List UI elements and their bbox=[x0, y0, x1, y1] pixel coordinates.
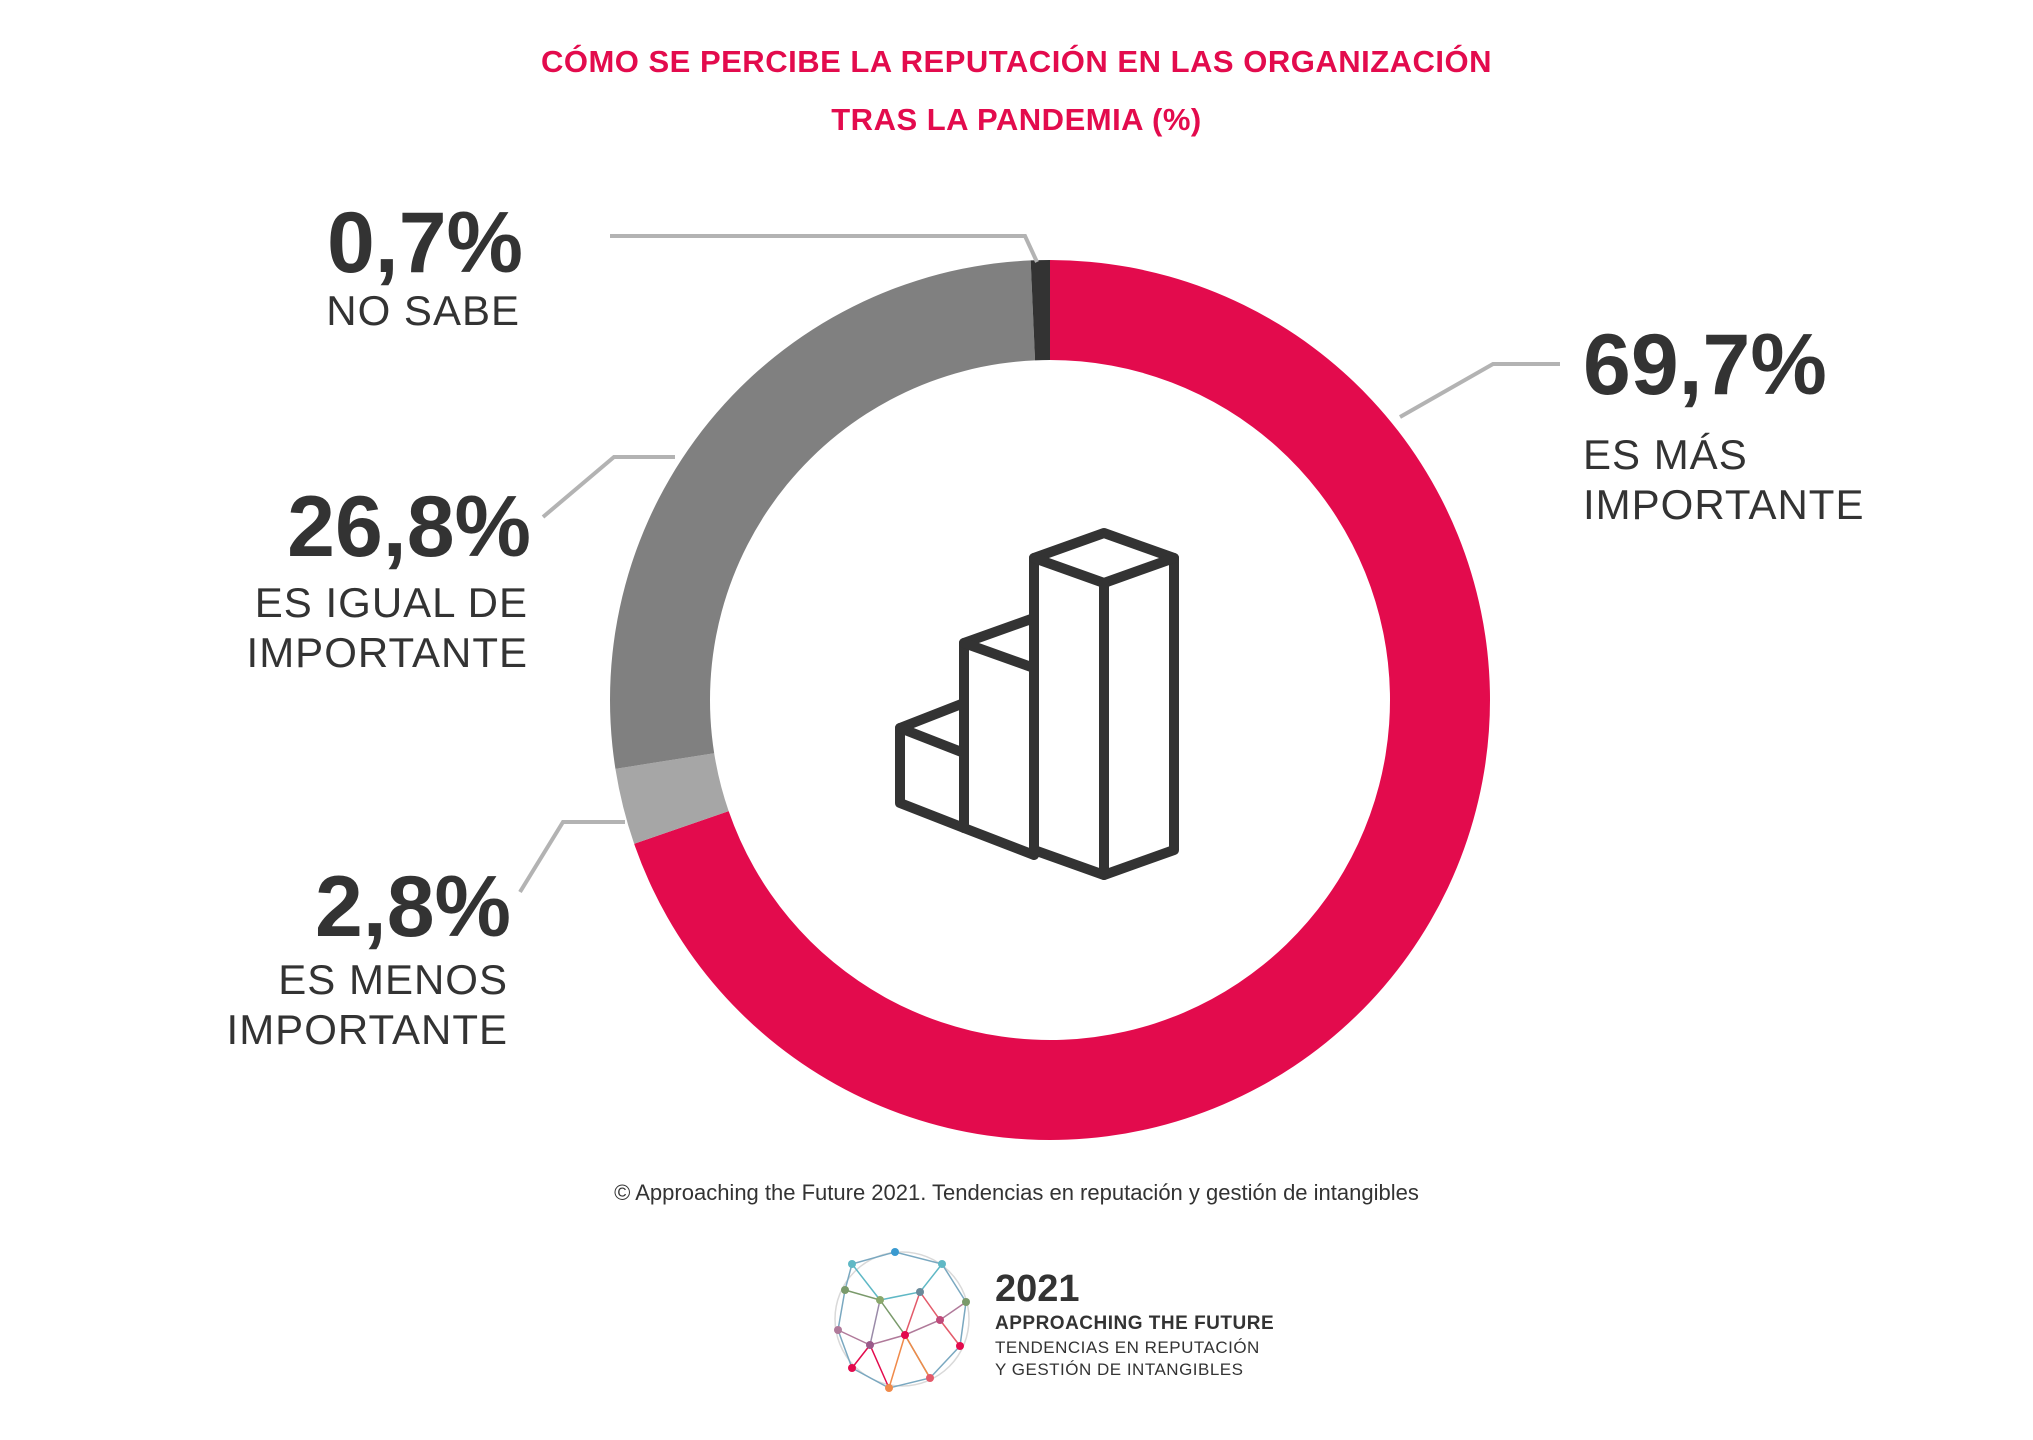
slice-label-igual-line-1: ES IGUAL DE bbox=[254, 579, 528, 626]
donut-slices bbox=[609, 260, 1490, 1140]
slice-value-mas: 69,7% bbox=[1583, 317, 1827, 413]
slice-label-menos: ES MENOS IMPORTANTE bbox=[227, 955, 508, 1055]
slice-label-mas-line-1: ES MÁS bbox=[1583, 431, 1748, 478]
chart-title-line-2: TRAS LA PANDEMIA (%) bbox=[831, 102, 1202, 137]
slice-value-menos: 2,8% bbox=[314, 859, 511, 955]
slice-label-mas-line-2: IMPORTANTE bbox=[1583, 481, 1865, 528]
slice-label-menos-line-2: IMPORTANTE bbox=[226, 1006, 508, 1053]
logo-year: 2021 bbox=[995, 1268, 1080, 1310]
slice-igual bbox=[609, 260, 1036, 769]
slice-menos bbox=[615, 753, 729, 844]
chart-title-line-1: CÓMO SE PERCIBE LA REPUTACIÓN EN LAS ORG… bbox=[540, 44, 1493, 79]
logo-subtitle-line-2: Y GESTIÓN DE INTANGIBLES bbox=[995, 1360, 1244, 1379]
leader-line-mas bbox=[1399, 362, 1560, 419]
leader-line-igual bbox=[541, 455, 675, 519]
leader-line-nosabe bbox=[610, 234, 1039, 263]
slice-label-nosabe: NO SABE bbox=[326, 286, 520, 336]
slice-value-nosabe: 0,7% bbox=[326, 195, 523, 291]
source-note: © Approaching the Future 2021. Tendencia… bbox=[614, 1180, 1419, 1205]
slice-nosabe bbox=[1030, 260, 1050, 361]
bar-chart-icon bbox=[895, 528, 1179, 880]
slice-label-menos-line-1: ES MENOS bbox=[278, 956, 508, 1003]
logo-subtitle-line-1: TENDENCIAS EN REPUTACIÓN bbox=[995, 1338, 1260, 1357]
leader-lines bbox=[518, 234, 1560, 894]
slice-label-igual: ES IGUAL DE IMPORTANTE bbox=[247, 578, 528, 678]
slice-value-igual: 26,8% bbox=[287, 479, 531, 575]
slice-label-igual-line-2: IMPORTANTE bbox=[246, 629, 528, 676]
network-globe-icon bbox=[834, 1248, 970, 1392]
slice-label-mas: ES MÁS IMPORTANTE bbox=[1583, 430, 1864, 530]
slice-label-nosabe-line-1: NO SABE bbox=[326, 287, 520, 334]
logo-title: APPROACHING THE FUTURE bbox=[995, 1313, 1275, 1334]
leader-line-menos bbox=[518, 820, 625, 894]
